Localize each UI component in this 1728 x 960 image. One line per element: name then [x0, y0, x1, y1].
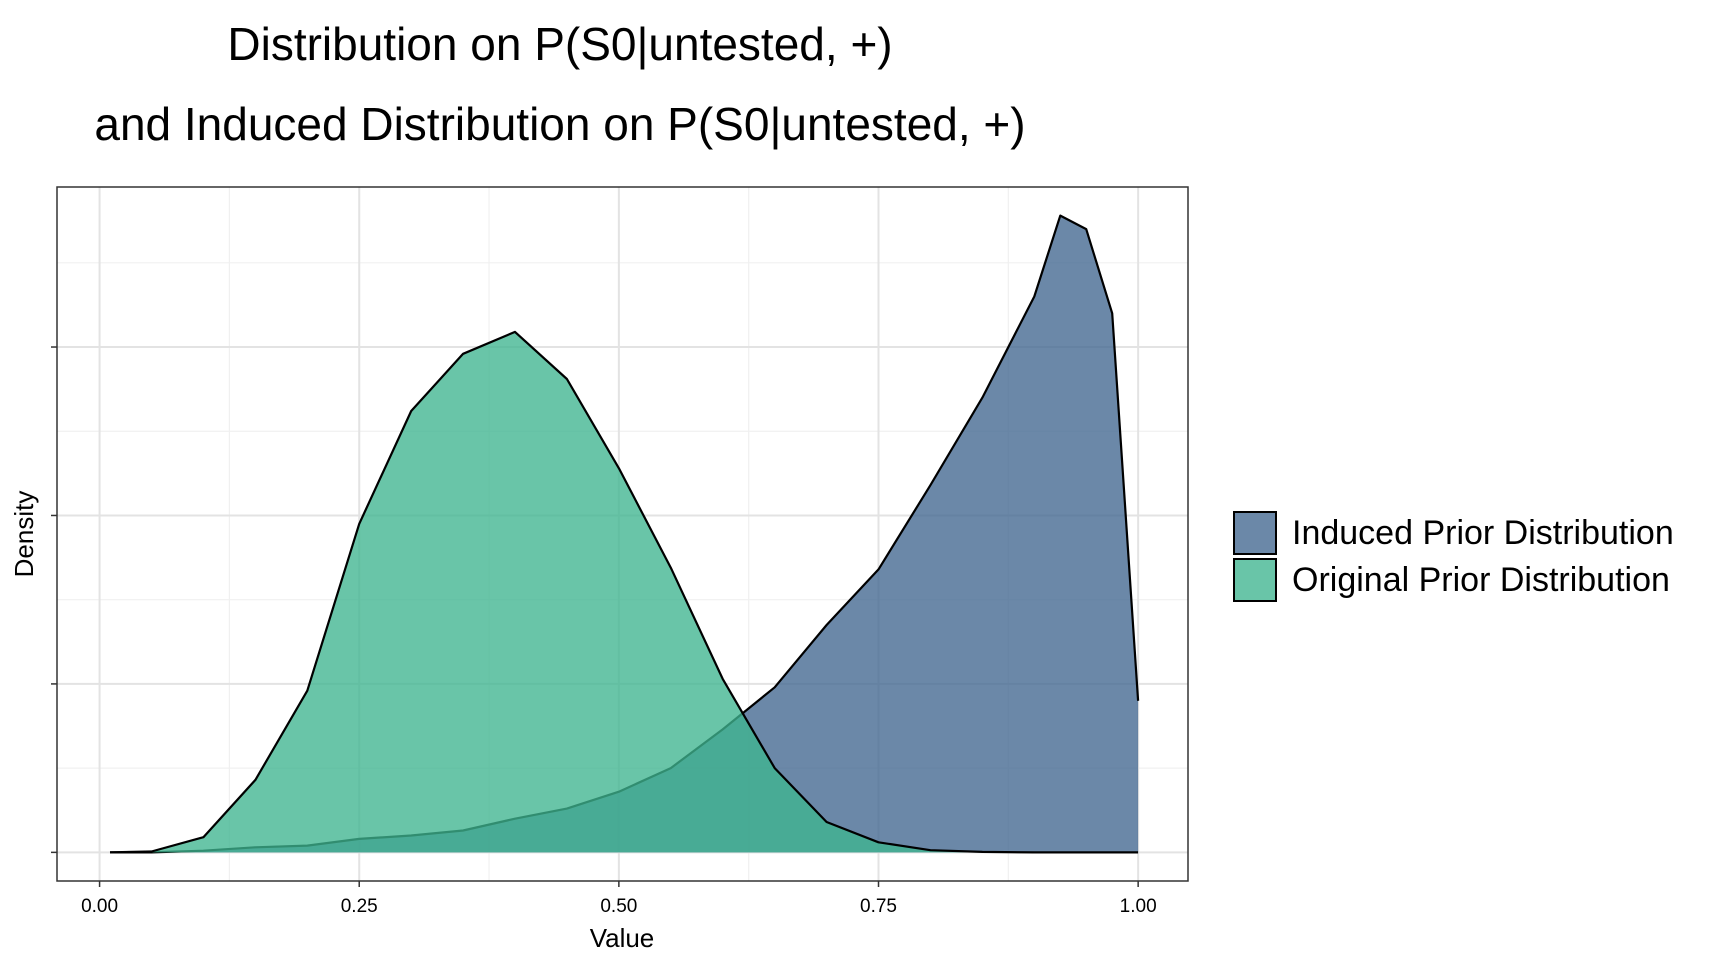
x-tick-label: 0.75 [860, 896, 897, 917]
legend-label: Induced Prior Distribution [1292, 514, 1674, 552]
x-tick-label: 0.00 [81, 896, 118, 917]
x-tick-label: 0.25 [341, 896, 378, 917]
x-axis-label: Value [590, 923, 655, 953]
legend-label: Original Prior Distribution [1292, 561, 1670, 599]
x-tick-label: 0.50 [600, 896, 637, 917]
y-axis-label: Density [9, 491, 39, 578]
plot-border [56, 186, 1189, 882]
x-tick-label: 1.00 [1120, 896, 1157, 917]
chart-subtitle: and Induced Distribution on P(S0|unteste… [94, 98, 1025, 150]
chart-title: Distribution on P(S0|untested, +) [227, 18, 892, 70]
area [110, 215, 1139, 853]
legend-key [1233, 511, 1277, 555]
legend-key [1233, 558, 1277, 602]
area [110, 331, 1139, 853]
area-outline [109, 330, 1139, 854]
